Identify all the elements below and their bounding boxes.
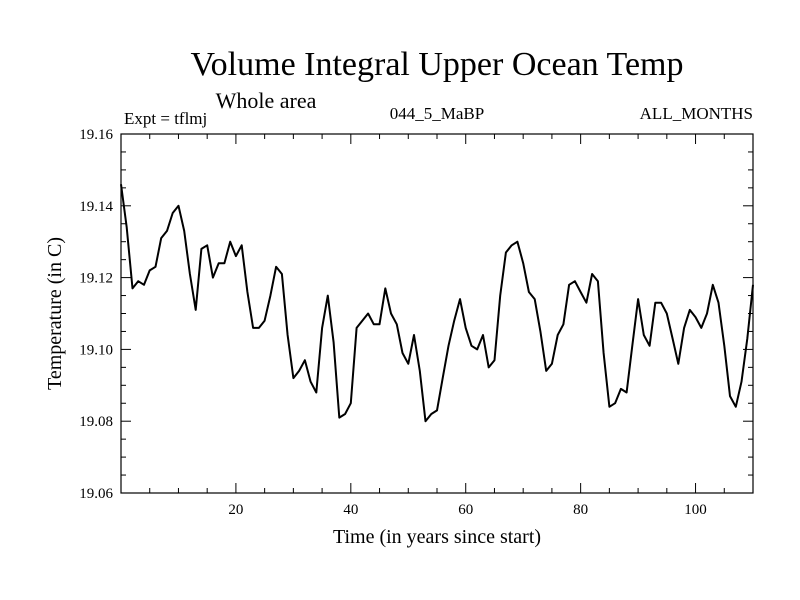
chart-title: Volume Integral Upper Ocean Temp [191, 46, 684, 83]
x-axis-ticks [149, 134, 725, 493]
y-axis-label: Temperature (in C) [44, 237, 66, 390]
y-tick-label: 19.16 [79, 127, 113, 143]
x-tick-label: 60 [458, 502, 473, 518]
x-axis-label: Time (in years since start) [333, 526, 541, 548]
y-tick-label: 19.10 [79, 342, 113, 358]
x-tick-label: 40 [343, 502, 358, 518]
y-axis-tick-labels: 19.06 19.08 19.10 19.12 19.14 19.16 [79, 127, 113, 502]
y-tick-label: 19.06 [79, 486, 113, 502]
x-axis-tick-labels: 20 40 60 80 100 [228, 502, 706, 518]
experiment-label: Expt = tflmj [124, 109, 207, 128]
run-label: 044_5_MaBP [390, 104, 484, 123]
x-tick-label: 100 [684, 502, 707, 518]
plot-frame [120, 133, 754, 494]
chart-subtitle: Whole area [216, 88, 317, 113]
x-tick-label: 80 [573, 502, 588, 518]
y-tick-label: 19.08 [79, 414, 113, 430]
x-tick-label: 20 [228, 502, 243, 518]
y-axis-ticks [121, 133, 753, 494]
period-label: ALL_MONTHS [640, 104, 753, 123]
y-tick-label: 19.12 [79, 271, 113, 287]
temperature-series-line [120, 184, 754, 423]
y-tick-label: 19.14 [79, 199, 113, 215]
